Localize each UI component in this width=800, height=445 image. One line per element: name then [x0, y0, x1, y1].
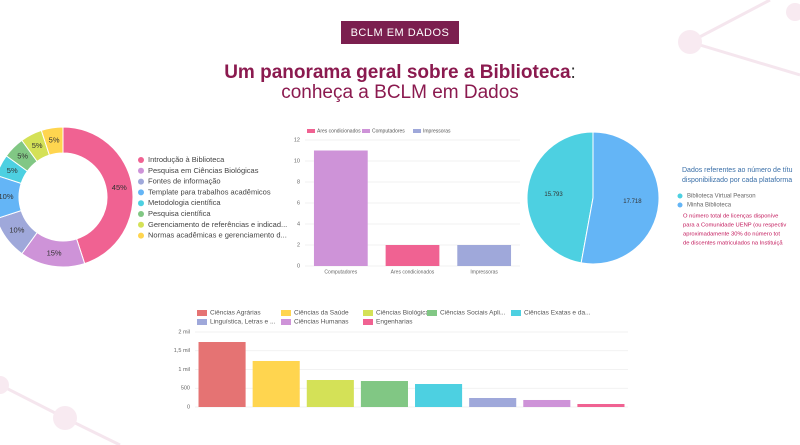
- x-tick-label: Computadores: [324, 269, 357, 275]
- legend-label: Impressoras: [423, 128, 451, 134]
- bar: [523, 399, 571, 407]
- legend-label: Introdução à Biblioteca: [148, 155, 225, 164]
- slice: [40, 126, 64, 156]
- y-tick-label: 4: [297, 221, 300, 227]
- legend-marker: [138, 232, 144, 239]
- slice-label: 45%: [112, 183, 127, 192]
- x-tick-label: Impressoras: [470, 269, 498, 275]
- legend-marker: [363, 310, 373, 316]
- slice-label: 10%: [0, 192, 14, 201]
- legend-marker: [363, 319, 373, 325]
- legend-marker: [511, 310, 521, 316]
- bar: [306, 380, 354, 407]
- y-tick-label: 1,5 mil: [174, 348, 190, 354]
- bar: [469, 398, 517, 407]
- legend-label: Engenharias: [376, 319, 413, 326]
- note: O número total de licenças disponíve: [683, 214, 778, 220]
- note: de discentes matriculados na Instituiçã: [683, 241, 783, 247]
- legend-label: Linguística, Letras e ...: [210, 319, 276, 326]
- bar: [385, 245, 440, 266]
- legend-marker: [138, 167, 144, 174]
- slice: [62, 126, 134, 265]
- y-tick-label: 0: [297, 263, 300, 269]
- legend-marker: [197, 319, 207, 325]
- legend-marker: [427, 310, 437, 316]
- slice-label: 5%: [32, 141, 43, 150]
- legend-label: Computadores: [372, 128, 405, 134]
- legend-label: Biblioteca Virtual Pearson: [687, 194, 756, 200]
- legend-label: Ciências Exatas e da...: [524, 310, 591, 317]
- slice-label: 15%: [47, 248, 62, 257]
- badge: [341, 21, 459, 44]
- y-tick-label: 12: [294, 137, 300, 143]
- y-tick-label: 2: [297, 242, 300, 248]
- bar: [415, 384, 463, 407]
- badge-text: BCLM EM DADOS: [351, 27, 450, 39]
- title: Um panorama geral sobre a Biblioteca:: [224, 62, 576, 83]
- slice: [580, 131, 660, 265]
- y-tick-label: 8: [297, 179, 300, 185]
- legend-label: Ciências Humanas: [294, 319, 349, 326]
- description: Dados referentes ao número de títu: [682, 167, 793, 174]
- legend-marker: [138, 211, 144, 217]
- y-tick-label: 1 mil: [178, 367, 190, 373]
- title-text: Um panorama geral sobre a Biblioteca: [224, 62, 571, 83]
- legend-marker: [413, 129, 421, 133]
- slice: [526, 131, 594, 264]
- legend-marker: [138, 178, 144, 185]
- legend-label: Pesquisa científica: [148, 209, 211, 218]
- bar: [457, 245, 512, 266]
- legend-label: Fontes de informação: [148, 177, 221, 186]
- y-tick-label: 6: [297, 200, 300, 206]
- bar: [252, 360, 300, 407]
- note: para a Comunidade UENP (ou respectiv: [683, 223, 786, 229]
- legend-marker: [307, 129, 315, 133]
- legend-marker: [138, 157, 144, 163]
- legend-label: Pesquisa em Ciências Biológicas: [148, 166, 259, 175]
- bar: [198, 342, 246, 407]
- legend-marker: [197, 310, 207, 316]
- legend-label: Ares condicionados: [317, 128, 361, 134]
- legend-label: Ciências Biológicas: [376, 310, 433, 317]
- legend-label: Ciências Agrárias: [210, 310, 261, 317]
- y-tick-label: 0: [187, 404, 190, 410]
- legend-label: Normas acadêmicas e gerenciamento d...: [148, 231, 287, 240]
- y-tick-label: 10: [294, 158, 300, 164]
- legend-label: Ciências Sociais Apli...: [440, 310, 506, 317]
- slice-label: 10%: [9, 225, 24, 234]
- legend-marker: [281, 310, 291, 316]
- title-colon: :: [571, 62, 576, 83]
- slice-label: 5%: [17, 152, 28, 161]
- bar: [360, 381, 408, 407]
- slice-label: 15.793: [544, 192, 563, 198]
- bar: [577, 404, 625, 407]
- legend-label: Ciências da Saúde: [294, 310, 349, 317]
- legend-label: Gerenciamento de referências e indicad..…: [148, 220, 287, 229]
- legend-label: Minha Biblioteca: [687, 203, 732, 209]
- legend-label: Metodologia científica: [148, 198, 221, 207]
- legend-marker: [677, 193, 683, 199]
- legend-label: Template para trabalhos acadêmicos: [148, 187, 271, 196]
- legend-marker: [138, 189, 144, 196]
- y-tick-label: 500: [181, 386, 190, 392]
- legend-marker: [677, 202, 683, 208]
- y-tick-label: 2 mil: [178, 329, 190, 335]
- slice-label: 5%: [7, 166, 18, 175]
- slice-label: 5%: [49, 136, 60, 145]
- x-tick-label: Ares condicionados: [391, 269, 435, 275]
- legend-marker: [362, 129, 370, 133]
- bar: [313, 150, 368, 266]
- description: disponibilizado por cada plataforma: [682, 177, 792, 184]
- legend-marker: [138, 221, 144, 228]
- slice-label: 17.718: [623, 199, 642, 205]
- legend-marker: [138, 200, 144, 207]
- note: aproximadamente 30% do número tot: [683, 232, 780, 238]
- subtitle: conheça a BCLM em Dados: [281, 82, 519, 103]
- legend-marker: [281, 319, 291, 325]
